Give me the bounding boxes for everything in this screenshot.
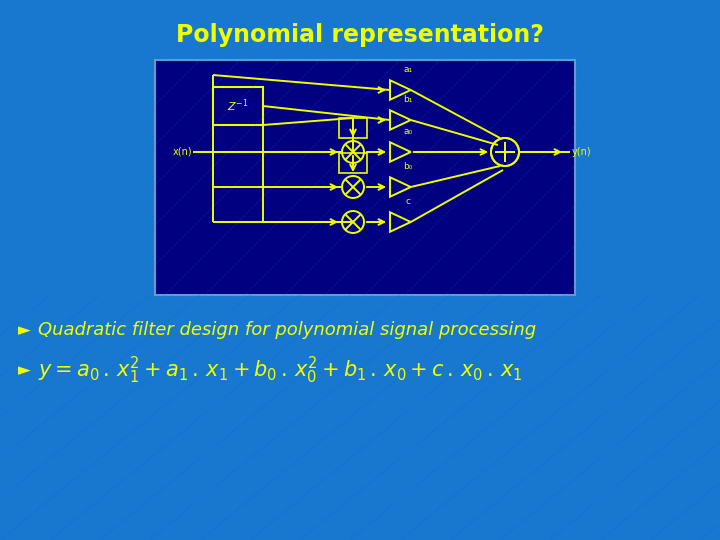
Bar xyxy=(213,87,263,125)
Text: c: c xyxy=(405,197,410,206)
Text: x(n): x(n) xyxy=(173,147,193,157)
Bar xyxy=(0,295,720,540)
Text: Polynomial representation?: Polynomial representation? xyxy=(176,23,544,47)
Text: ►: ► xyxy=(18,321,31,339)
Text: b₁: b₁ xyxy=(403,95,413,104)
Text: $\mathit{y} = \mathit{a}_0\,.\,\mathit{x}_1^2 + \mathit{a}_1\,.\,\mathit{x}_1 + : $\mathit{y} = \mathit{a}_0\,.\,\mathit{x… xyxy=(38,354,523,386)
Text: Quadratic filter design for polynomial signal processing: Quadratic filter design for polynomial s… xyxy=(38,321,536,339)
Text: $Z^{-1}$: $Z^{-1}$ xyxy=(228,98,248,114)
Text: a₁: a₁ xyxy=(403,65,413,74)
Text: ►: ► xyxy=(18,361,31,379)
Text: b₀: b₀ xyxy=(403,162,413,171)
Bar xyxy=(339,118,367,138)
Text: y(n): y(n) xyxy=(572,147,592,157)
Text: a₀: a₀ xyxy=(403,127,413,136)
Bar xyxy=(339,153,367,173)
Bar xyxy=(155,60,575,295)
